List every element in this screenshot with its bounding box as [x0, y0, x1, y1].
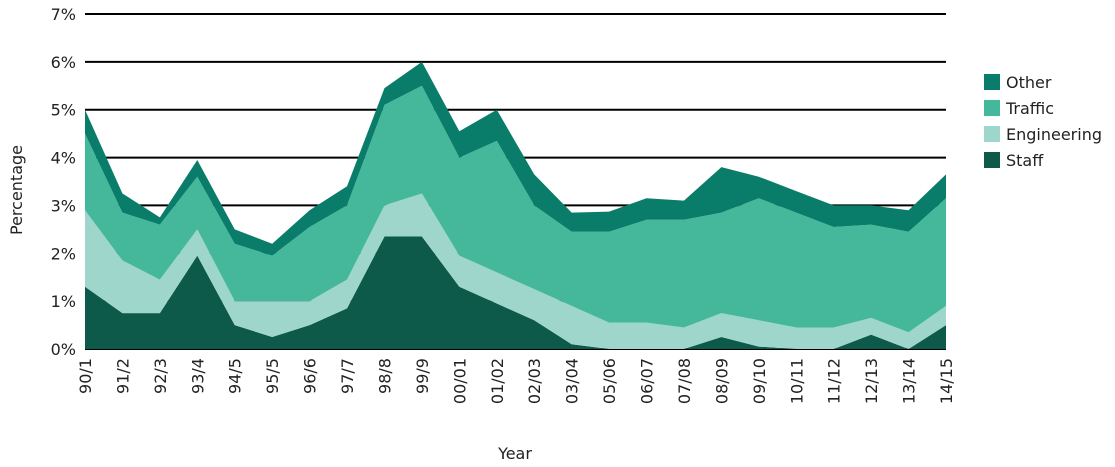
legend-swatch: [984, 100, 1000, 116]
x-tick-label: 13/14: [900, 358, 919, 404]
y-tick-label: 0%: [51, 340, 76, 359]
x-tick-label: 92/3: [151, 358, 170, 394]
y-tick-label: 7%: [51, 5, 76, 24]
x-tick-label: 09/10: [750, 358, 769, 404]
x-tick-label: 05/06: [600, 358, 619, 404]
y-tick-label: 2%: [51, 244, 76, 263]
y-tick-label: 1%: [51, 292, 76, 311]
x-tick-label: 96/6: [301, 358, 320, 394]
y-tick-label: 6%: [51, 53, 76, 72]
x-tick-label: 07/08: [675, 358, 694, 404]
area: [85, 193, 946, 349]
x-tick-label: 95/5: [263, 358, 282, 394]
x-tick-label: 93/4: [188, 358, 207, 394]
legend-label: Staff: [1006, 151, 1044, 170]
x-tick-label: 98/8: [375, 358, 394, 394]
x-tick-label: 11/12: [825, 358, 844, 404]
y-axis-label: Percentage: [7, 145, 26, 235]
x-tick-label: 97/7: [338, 358, 357, 394]
legend-label: Other: [1006, 73, 1052, 92]
x-tick-label: 14/15: [937, 358, 956, 404]
legend-label: Engineering: [1006, 125, 1102, 144]
area: [85, 85, 946, 333]
area: [85, 61, 946, 256]
x-tick-label: 12/13: [862, 358, 881, 404]
area: [85, 236, 946, 349]
y-tick-label: 4%: [51, 149, 76, 168]
x-tick-label: 00/01: [450, 358, 469, 404]
x-tick-label: 91/2: [113, 358, 132, 394]
y-tick-label: 3%: [51, 196, 76, 215]
x-tick-label: 10/11: [787, 358, 806, 404]
x-tick-label: 03/04: [563, 358, 582, 404]
x-tick-label: 06/07: [638, 358, 657, 404]
x-tick-label: 01/02: [488, 358, 507, 404]
x-tick-label: 99/9: [413, 358, 432, 394]
x-tick-label: 90/1: [76, 358, 95, 394]
x-axis-label: Year: [497, 444, 532, 463]
legend-swatch: [984, 74, 1000, 90]
x-tick-label: 08/09: [712, 358, 731, 404]
x-tick-label: 02/03: [525, 358, 544, 404]
legend-label: Traffic: [1005, 99, 1054, 118]
y-tick-label: 5%: [51, 101, 76, 120]
legend-swatch: [984, 152, 1000, 168]
x-tick-label: 94/5: [226, 358, 245, 394]
legend-swatch: [984, 126, 1000, 142]
